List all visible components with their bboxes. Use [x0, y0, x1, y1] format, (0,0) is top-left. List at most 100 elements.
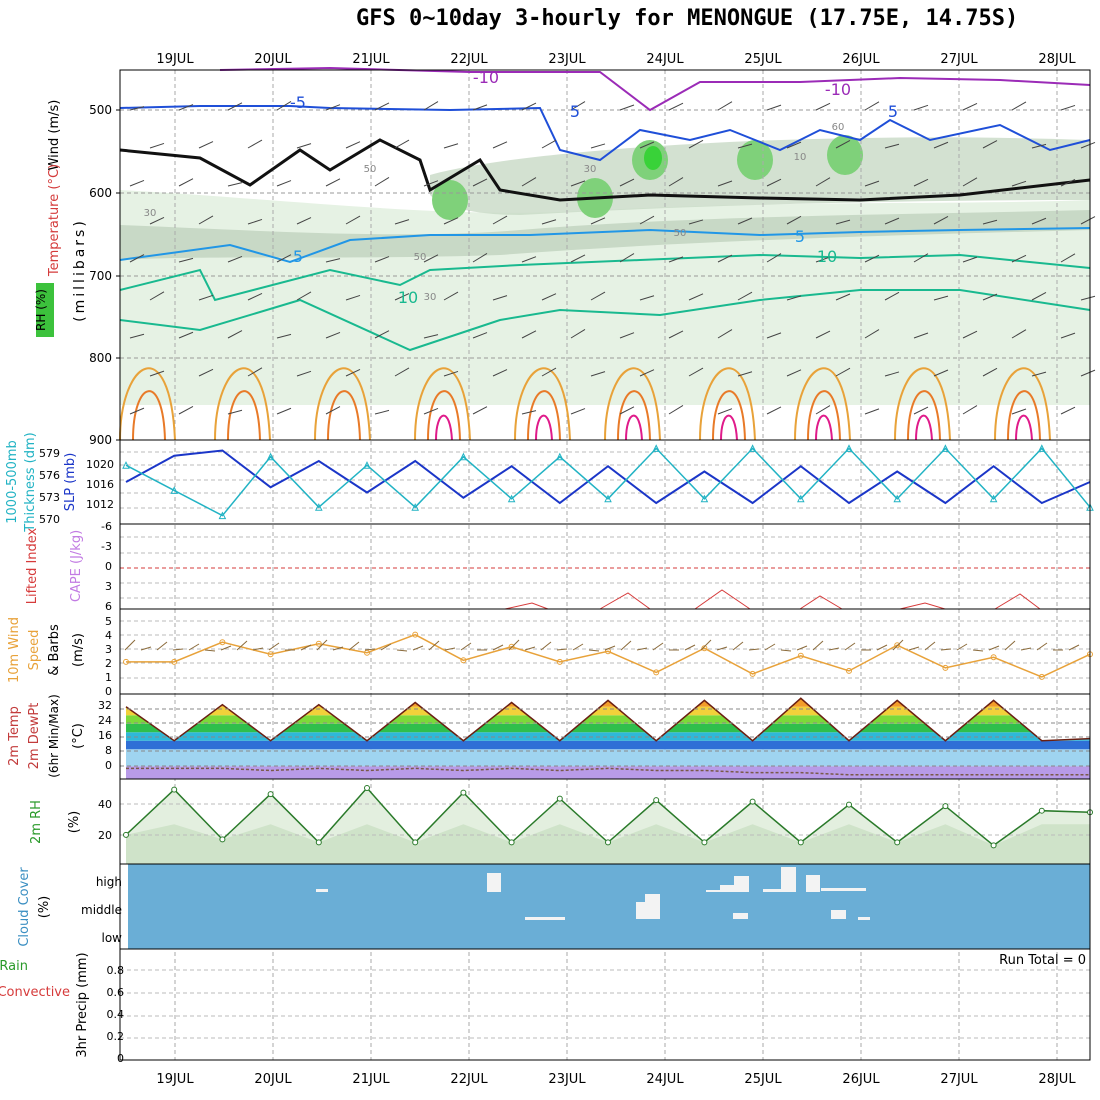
temp-fill — [126, 698, 1090, 779]
wind-barb — [835, 140, 851, 149]
slp-tick: 1012 — [86, 498, 114, 511]
thickness-point — [459, 452, 468, 461]
rh2m-point — [605, 839, 611, 846]
wind-barb — [129, 179, 145, 187]
wind-barb — [296, 291, 312, 301]
wind-barb — [325, 258, 341, 263]
wind-barb — [864, 254, 880, 263]
temp-contour-minus10 — [219, 66, 1091, 112]
wind-barb — [394, 293, 410, 301]
wind-barb — [1080, 369, 1096, 377]
slp-tick: 1020 — [86, 458, 114, 471]
axis-label-speed: Speed — [27, 630, 42, 671]
cloud-bar — [763, 889, 783, 892]
wind-barb — [570, 408, 586, 415]
wind-speed-point — [508, 643, 515, 650]
wind-barb — [639, 295, 655, 301]
wind10-barb — [380, 643, 392, 651]
panel-border-precip — [119, 948, 1091, 1061]
wind10-tick: 0 — [105, 685, 112, 698]
wind-barb — [521, 256, 537, 263]
axis-label-dewpt: 2m DewPt — [27, 703, 42, 770]
temp-contour-20 — [712, 390, 746, 441]
wind-barb — [913, 332, 929, 339]
wind10-barb — [124, 639, 136, 651]
temp-tick: 32 — [98, 699, 112, 712]
cloud-bar — [806, 875, 820, 892]
temp-contour-20 — [327, 390, 361, 441]
wind10-barb — [316, 639, 328, 651]
wind-barb — [590, 291, 606, 301]
wind-barb — [247, 139, 263, 149]
wind10-barb — [140, 646, 152, 651]
wind10-barb — [460, 642, 472, 651]
wind-barb — [786, 141, 802, 149]
slp-line — [125, 449, 1091, 505]
wind10-barb — [572, 643, 584, 651]
wind-barb — [766, 104, 782, 111]
wind-barb — [1080, 141, 1096, 149]
wind10-barb — [892, 639, 904, 651]
contour-label: 30 — [584, 164, 597, 175]
wind-barb — [492, 141, 508, 149]
wind-barb — [884, 371, 900, 377]
axis-label-10m-wind: 10m Wind — [7, 617, 22, 683]
wind-barb — [1031, 143, 1047, 149]
rh2m-point — [749, 798, 756, 805]
wind10-barb — [428, 640, 440, 651]
thickness-point — [1037, 444, 1046, 452]
wind10-barb — [268, 642, 280, 651]
wind-barb — [933, 216, 949, 225]
date-label-bottom: 20JUL — [254, 1072, 292, 1087]
lifted-index-line — [694, 589, 751, 610]
cloud-bar — [645, 894, 660, 919]
cloud-level-label: low — [102, 931, 123, 945]
temp-contour-10b — [119, 289, 1091, 352]
cloud-bar — [525, 917, 565, 920]
rh2m-point — [267, 791, 274, 798]
wind-barb — [178, 178, 194, 187]
thickness-point — [989, 494, 998, 503]
wind10-barb — [796, 645, 808, 651]
thickness-point — [314, 503, 323, 511]
temp-contour-15 — [699, 367, 756, 441]
wind-barb — [345, 368, 361, 377]
wind-barb — [129, 407, 145, 415]
rh2m-point — [412, 839, 419, 846]
date-label-bottom: 23JUL — [548, 1072, 586, 1087]
temp-contour-25 — [435, 414, 453, 441]
date-label-bottom: 27JUL — [940, 1072, 978, 1087]
cape-tick: 0 — [105, 560, 112, 573]
wind-barb — [296, 370, 312, 377]
rh2m-point — [653, 797, 660, 804]
date-label-top: 28JUL — [1038, 52, 1076, 67]
wind-barb — [227, 182, 243, 187]
date-label-top: 27JUL — [940, 52, 978, 67]
contour-label: 30 — [424, 292, 437, 303]
wind10-barb — [556, 648, 568, 651]
temp-contour-25 — [1015, 414, 1033, 441]
wind-barb — [815, 256, 831, 263]
wind-speed-point — [171, 658, 178, 665]
wind-barb — [884, 291, 900, 301]
thickness-tick: 576 — [39, 469, 60, 482]
temp-contour-15 — [119, 367, 176, 441]
wind-barb — [688, 293, 704, 301]
rh2m-point — [508, 839, 515, 846]
rh2m-point — [990, 842, 997, 849]
cape-tick: 6 — [105, 600, 112, 613]
date-label-top: 20JUL — [254, 52, 292, 67]
slp-tick: 1016 — [86, 478, 114, 491]
wind-barb — [521, 177, 537, 187]
wind10-barb — [1020, 647, 1032, 651]
wind10-barb — [956, 643, 968, 651]
axis-label-2m-rh: 2m RH — [29, 800, 44, 844]
temp-contour-20 — [617, 390, 651, 441]
wind10-barb — [636, 647, 648, 651]
wind10-barb — [940, 648, 952, 651]
wind-barb — [541, 219, 557, 225]
temp-contour-15 — [994, 367, 1051, 441]
axis-label-lifted-index: Lifted Index — [25, 527, 40, 604]
wind-barb — [884, 217, 900, 225]
